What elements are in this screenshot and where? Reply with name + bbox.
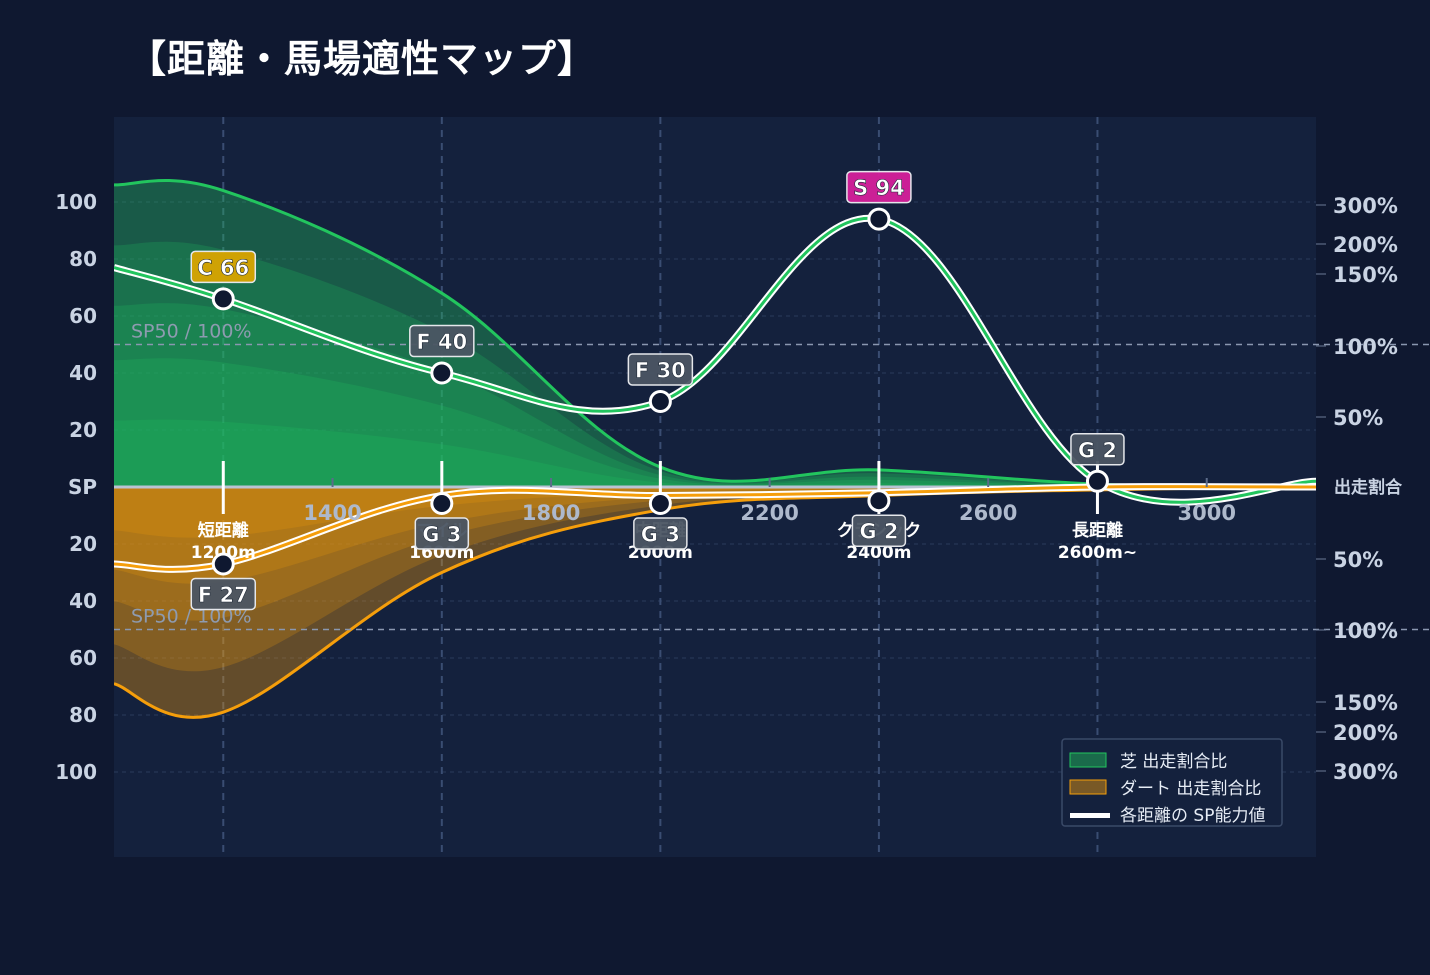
turf-share-band (114, 241, 1316, 487)
grade-badge-text: G 3 (641, 523, 680, 547)
legend-swatch-dirt (1069, 779, 1107, 795)
y-right-tick: 50% (1333, 548, 1383, 572)
reference-label: SP50 / 100% (131, 606, 252, 628)
grade-badge (846, 170, 912, 204)
grade-badge (414, 517, 470, 550)
dirt-sp-point (430, 492, 454, 516)
y-right-tick: 300% (1333, 194, 1398, 218)
turf-share-band (114, 303, 1316, 487)
y-right-tick: 300% (1333, 760, 1398, 784)
turf-share-band (114, 180, 1316, 487)
y-left-tick: 100 (55, 190, 97, 214)
y-left-tick: 40 (69, 361, 97, 385)
grade-badge-text: G 2 (1078, 438, 1117, 462)
y-left-tick: 20 (69, 532, 97, 556)
dirt-share-band (114, 487, 1316, 672)
grade-badge (851, 514, 907, 547)
turf-sp-point (867, 207, 891, 231)
turf-sp-point (1085, 469, 1109, 493)
grade-badge (1070, 433, 1125, 466)
y-right-tick: 150% (1333, 263, 1398, 287)
grade-badge-text: S 94 (853, 176, 905, 200)
category-label: 短距離 (198, 520, 249, 541)
y-right-tick: 100% (1333, 335, 1398, 359)
turf-share-band (114, 358, 1316, 487)
reference-label: SP50 / 100% (131, 321, 252, 343)
grade-badge-text: G 3 (422, 523, 461, 547)
y-right-tick: 200% (1333, 233, 1398, 257)
category-distance: 2600m~ (1058, 543, 1137, 563)
y-right-tick: 100% (1333, 619, 1398, 643)
y-left-tick: 100 (55, 760, 97, 784)
legend-box (1061, 738, 1283, 827)
x-tick: 2600 (959, 501, 1017, 525)
y-left-tick: 60 (69, 304, 97, 328)
legend-label: 各距離の SP能力値 (1120, 806, 1265, 826)
category-distance: 2400m (846, 543, 911, 563)
y-right-center-label: 出走割合 (1334, 477, 1403, 498)
y-left-tick: 80 (69, 703, 97, 727)
turf-share-band (114, 419, 1316, 487)
legend-swatch-line (1070, 813, 1110, 818)
turf-sp-point (211, 287, 235, 311)
y-left-tick: SP (68, 475, 97, 499)
grade-badge-text: C 66 (197, 256, 249, 280)
y-left-tick: 80 (69, 247, 97, 271)
turf-sp-point (648, 390, 672, 413)
x-tick: 2200 (740, 501, 798, 525)
grade-badge-text: F 40 (416, 330, 467, 354)
grade-badge (633, 517, 688, 550)
grade-badge-text: F 27 (198, 583, 249, 607)
turf-sp-point (430, 361, 454, 385)
x-tick: 3000 (1178, 501, 1236, 525)
legend-swatch-turf (1069, 752, 1107, 768)
grade-badge-text: F 30 (635, 359, 686, 383)
legend-label: 芝 出走割合比 (1120, 752, 1227, 772)
x-tick: 1400 (303, 501, 361, 525)
dirt-sp-point (211, 552, 235, 576)
grade-badge (190, 577, 257, 611)
y-left-tick: 60 (69, 646, 97, 670)
y-right-tick: 50% (1333, 406, 1383, 430)
chart-title: 【距離・馬場適性マップ】 (128, 37, 597, 81)
y-right-tick: 200% (1333, 721, 1398, 745)
dirt-share-band (114, 487, 1316, 621)
y-left-tick: 40 (69, 589, 97, 613)
dirt-sp-point (867, 489, 891, 513)
x-tick: 1800 (522, 501, 580, 525)
category-label: 長距離 (1072, 520, 1123, 541)
dirt-sp-point (648, 492, 672, 516)
y-right-tick: 150% (1333, 691, 1398, 715)
dirt-share-band (114, 487, 1316, 718)
y-left-tick: 20 (69, 418, 97, 442)
grade-badge (627, 353, 694, 386)
grade-badge (190, 250, 257, 284)
grade-badge (409, 324, 475, 358)
grade-badge-text: G 2 (859, 520, 898, 544)
legend-label: ダート 出走割合比 (1120, 779, 1261, 799)
dirt-share-band (114, 487, 1316, 584)
